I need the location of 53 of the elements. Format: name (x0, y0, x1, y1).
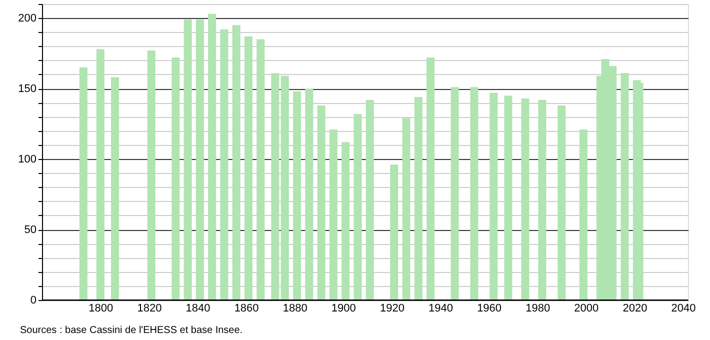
bar (172, 58, 180, 300)
source-note: Sources : base Cassini de l'EHESS et base Insee. (20, 325, 243, 336)
bar (196, 20, 204, 300)
x-tick-label: 1900 (331, 302, 356, 314)
bar (147, 50, 156, 300)
bar (208, 14, 216, 300)
bar (280, 76, 289, 300)
x-tick-label: 1980 (526, 302, 550, 314)
bar (366, 100, 374, 300)
bar (390, 164, 398, 300)
bar (490, 92, 498, 300)
bar (620, 73, 629, 300)
x-tick-label: 1860 (234, 302, 259, 314)
bar (558, 105, 566, 300)
bar (96, 49, 104, 300)
bar (450, 87, 459, 300)
y-tick-label: 150 (18, 83, 36, 96)
x-tick-label: 1920 (380, 302, 404, 314)
x-tick-label: 2000 (574, 302, 599, 314)
x-tick-label: 1940 (428, 302, 453, 314)
bar (329, 129, 338, 300)
x-tick-label: 1820 (137, 302, 162, 314)
bar (402, 118, 410, 300)
x-tick-label: 1840 (186, 302, 210, 314)
bar (305, 88, 314, 300)
y-tick-label: 200 (18, 12, 36, 25)
x-tick-label: 1800 (88, 302, 114, 314)
bar (317, 105, 326, 300)
bar (426, 58, 435, 300)
bar (579, 129, 588, 300)
bar (293, 91, 302, 300)
y-tick-label: 50 (24, 224, 36, 236)
bar (538, 100, 546, 300)
bar (470, 87, 478, 300)
x-tick-label: 1880 (282, 302, 308, 314)
bar (110, 77, 119, 300)
bar (256, 39, 265, 300)
bar (504, 96, 512, 300)
y-tick-label: 100 (18, 154, 36, 166)
bar (342, 142, 350, 300)
bar (414, 97, 422, 300)
bar (244, 36, 252, 300)
x-tick-label: 2040 (671, 302, 696, 314)
x-tick-label: 2020 (622, 302, 648, 314)
bar (354, 114, 362, 300)
bar (79, 67, 88, 300)
bar (521, 98, 530, 300)
bar (232, 25, 240, 300)
x-tick-label: 1960 (477, 302, 502, 314)
bar (271, 73, 280, 300)
bar (184, 20, 192, 300)
y-tick-label: 0 (30, 294, 36, 306)
bar (220, 29, 228, 300)
